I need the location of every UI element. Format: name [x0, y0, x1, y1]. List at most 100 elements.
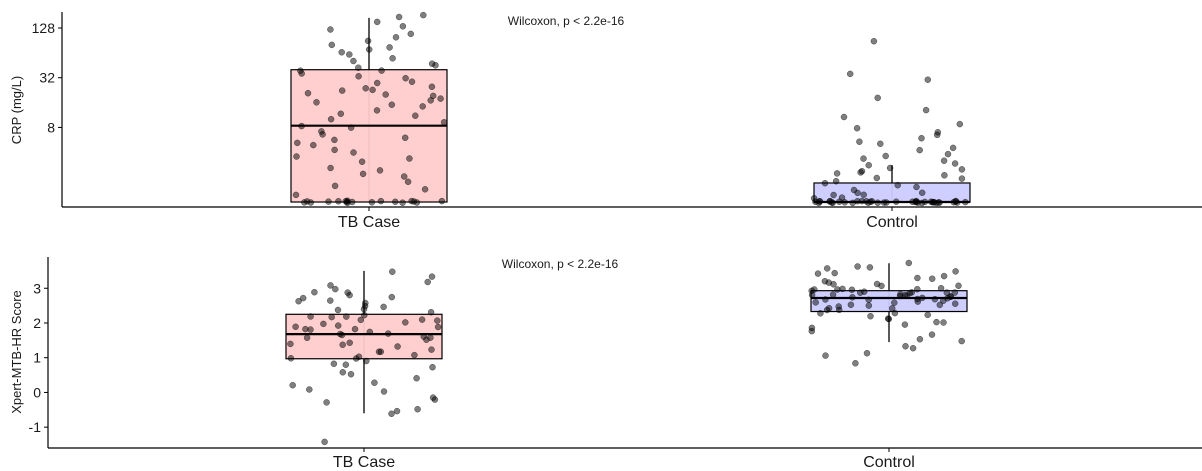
crp-x-tick-label: Control — [866, 214, 918, 231]
crp-y-ticks: 8 32 128 — [32, 20, 62, 135]
xpert-box — [285, 313, 443, 360]
xpert-data-point — [873, 280, 881, 288]
xpert-data-point — [429, 394, 437, 401]
crp-data-point — [941, 172, 948, 179]
xpert-data-point — [384, 330, 392, 337]
crp-data-point — [392, 34, 400, 41]
crp-data-point — [429, 92, 437, 100]
crp-data-point — [292, 191, 300, 199]
crp-data-point — [810, 195, 818, 202]
crp-data-point — [412, 112, 419, 119]
crp-data-point — [850, 186, 858, 194]
xpert-data-point — [814, 270, 822, 277]
crp-data-point — [376, 167, 384, 174]
xpert-data-point — [320, 320, 327, 328]
xpert-data-point — [366, 328, 374, 336]
xpert-data-point — [362, 299, 369, 307]
xpert-data-point — [865, 296, 872, 304]
crp-data-point — [437, 95, 444, 102]
crp-data-point — [313, 99, 320, 106]
crp-data-point — [344, 197, 351, 205]
xpert-data-point — [943, 289, 951, 296]
xpert-data-point — [931, 295, 939, 303]
xpert-axes — [47, 257, 1202, 449]
crp-data-point — [874, 94, 881, 102]
xpert-data-point — [380, 388, 388, 395]
xpert-data-point — [955, 282, 962, 290]
crp-data-point — [369, 86, 376, 94]
crp-data-point — [406, 155, 413, 162]
xpert-data-point — [311, 288, 318, 296]
crp-data-point — [335, 198, 342, 205]
xpert-data-point — [822, 352, 829, 359]
xpert-data-point — [434, 317, 441, 324]
xpert-data-point — [914, 285, 921, 293]
crp-axes — [61, 12, 1202, 208]
xpert-data-point — [821, 277, 829, 285]
xpert-x-tick-label: Control — [863, 454, 915, 471]
crp-data-point — [882, 152, 889, 160]
crp-data-point — [940, 157, 948, 164]
xpert-data-point — [919, 294, 926, 302]
xpert-y-tick-label: 0 — [33, 384, 41, 400]
xpert-data-point — [429, 363, 436, 371]
xpert-data-point — [414, 405, 421, 413]
xpert-data-point — [888, 305, 896, 312]
xpert-y-ticks: -1 0 1 2 3 — [29, 280, 48, 435]
xpert-data-point — [413, 374, 420, 382]
xpert-data-point — [388, 293, 396, 301]
xpert-data-point — [817, 310, 824, 317]
xpert-data-point — [332, 285, 339, 293]
crp-data-point — [832, 177, 840, 185]
xpert-data-point — [389, 268, 396, 275]
xpert-data-point — [327, 282, 334, 289]
crp-data-point — [419, 103, 426, 110]
xpert-data-point — [958, 337, 965, 345]
xpert-data-point — [344, 289, 351, 296]
crp-data-point — [328, 41, 336, 49]
xpert-data-point — [902, 342, 909, 350]
xpert-data-point — [343, 313, 350, 320]
crp-data-point — [420, 11, 427, 19]
xpert-data-point — [951, 289, 959, 296]
xpert-y-axis-title: Xpert-MTB-HR Score — [9, 290, 24, 414]
xpert-data-point — [933, 318, 940, 326]
crp-data-point — [894, 181, 901, 189]
crp-data-point — [401, 134, 409, 142]
crp-data-point — [838, 194, 846, 201]
xpert-data-point — [330, 360, 338, 368]
crp-data-point — [438, 197, 446, 205]
crp-data-point — [358, 158, 366, 165]
crp-data-point — [892, 198, 900, 205]
xpert-data-point — [905, 259, 913, 267]
crp-data-point — [402, 74, 409, 82]
crp-data-point — [856, 138, 863, 145]
crp-data-point — [913, 183, 920, 191]
xpert-data-point — [952, 268, 959, 275]
crp-data-point — [364, 37, 372, 45]
xpert-wilcoxon-annotation: Wilcoxon, p < 2.2e-16 — [502, 257, 619, 271]
crp-panel: CRP (mg/L) Wilcoxon, p < 2.2e-16 832128 … — [9, 11, 1202, 231]
xpert-data-point — [829, 291, 837, 298]
xpert-data-point — [854, 263, 861, 270]
xpert-data-point — [865, 302, 873, 309]
xpert-data-point — [928, 331, 936, 338]
crp-y-axis-title: CRP (mg/L) — [9, 76, 24, 144]
xpert-data-point — [299, 294, 307, 302]
crp-data-point — [816, 198, 824, 205]
crp-data-point — [331, 146, 338, 154]
xpert-data-point — [361, 311, 368, 319]
xpert-x-tick-labels: TB Case Control — [333, 448, 915, 471]
xpert-data-point — [371, 379, 378, 386]
xpert-data-point — [835, 303, 842, 310]
xpert-data-point — [321, 438, 328, 446]
xpert-data-point — [822, 296, 829, 303]
xpert-data-point — [377, 348, 385, 355]
crp-y-tick-label: 8 — [47, 119, 55, 135]
xpert-data-point — [307, 313, 314, 320]
crp-data-point — [927, 198, 935, 205]
crp-data-point — [310, 141, 317, 149]
xpert-data-point — [901, 321, 909, 328]
xpert-data-point — [327, 297, 334, 304]
crp-data-point — [395, 13, 403, 21]
